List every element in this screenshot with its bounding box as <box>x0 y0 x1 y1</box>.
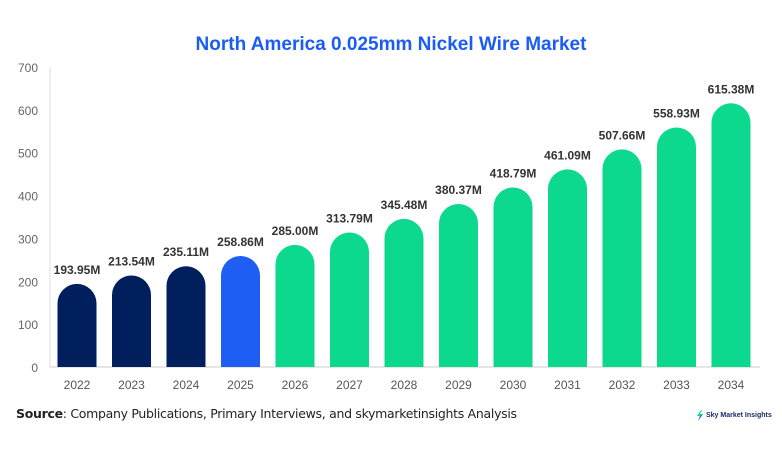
data-label: 193.95M <box>54 263 101 277</box>
data-label: 345.48M <box>381 198 428 212</box>
x-tick-label: 2027 <box>336 378 363 392</box>
x-tick-label: 2024 <box>173 378 200 392</box>
data-label: 258.86M <box>217 235 264 249</box>
bar-2029 <box>439 203 478 367</box>
bar-2032 <box>602 149 642 367</box>
bar-2023 <box>112 275 151 367</box>
bar-2024 <box>166 266 206 367</box>
x-tick-label: 2023 <box>118 378 145 392</box>
y-tick-label: 400 <box>18 190 38 204</box>
bar-2030 <box>493 187 533 367</box>
data-label: 380.37M <box>435 183 482 197</box>
data-label: 615.38M <box>708 82 755 96</box>
y-tick-label: 300 <box>18 232 38 246</box>
bar-2033 <box>657 127 696 367</box>
data-label: 507.66M <box>599 128 646 142</box>
logo-text: Sky Market Insights <box>706 412 772 419</box>
bar-2028 <box>384 218 424 367</box>
x-tick-label: 2034 <box>718 378 745 392</box>
data-label: 461.09M <box>544 148 591 162</box>
x-tick-label: 2028 <box>391 378 418 392</box>
source-label: Source <box>16 406 63 421</box>
logo-bolt-icon <box>697 410 703 421</box>
x-tick-label: 2030 <box>500 378 527 392</box>
y-tick-label: 600 <box>18 104 38 118</box>
data-label: 313.79M <box>326 212 373 226</box>
data-label: 558.93M <box>653 106 700 120</box>
source-note: Source: Company Publications, Primary In… <box>16 406 517 421</box>
data-label: 213.54M <box>108 254 155 268</box>
x-tick-label: 2022 <box>64 378 91 392</box>
y-tick-label: 200 <box>18 275 38 289</box>
chart-title: North America 0.025mm Nickel Wire Market <box>195 34 587 55</box>
x-tick-label: 2029 <box>445 378 472 392</box>
bar-2025 <box>221 256 260 367</box>
x-tick-label: 2032 <box>609 378 636 392</box>
bar-chart: 0 100 200 300 400 500 600 700 193.95M 2022 213.54M… <box>18 61 760 392</box>
y-tick-label: 100 <box>18 318 38 332</box>
y-tick-label: 500 <box>18 147 38 161</box>
bar-2026 <box>275 244 315 367</box>
y-tick-label: 0 <box>31 361 38 375</box>
source-text: : Company Publications, Primary Intervie… <box>62 406 517 421</box>
x-tick-label: 2026 <box>282 378 309 392</box>
logo: Sky Market Insights <box>696 410 772 421</box>
data-label: 418.79M <box>490 167 537 181</box>
bar-2034 <box>711 103 751 367</box>
x-tick-label: 2025 <box>227 378 254 392</box>
bar-2027 <box>330 232 369 367</box>
bar-2031 <box>548 169 587 367</box>
data-label: 285.00M <box>272 224 319 238</box>
y-tick-label: 700 <box>18 61 38 75</box>
data-label: 235.11M <box>163 245 209 259</box>
x-tick-label: 2031 <box>554 378 581 392</box>
bar-2022 <box>57 283 97 367</box>
x-tick-label: 2033 <box>663 378 690 392</box>
